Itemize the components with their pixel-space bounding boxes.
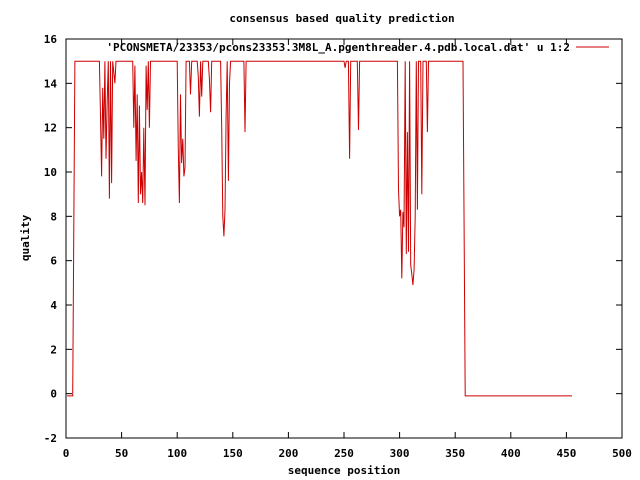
x-tick-label: 250 [334, 447, 354, 460]
y-tick-label: 10 [44, 166, 57, 179]
x-tick-label: 500 [612, 447, 632, 460]
y-tick-label: 4 [50, 299, 57, 312]
x-tick-label: 300 [390, 447, 410, 460]
x-tick-label: 100 [167, 447, 187, 460]
y-tick-label: 0 [50, 388, 57, 401]
x-axis: 0 50 100 150 200 250 300 350 400 450 500 [63, 39, 632, 460]
x-axis-label: sequence position [288, 464, 401, 477]
y-axis: -2 0 2 4 6 8 10 12 14 16 [44, 33, 622, 445]
y-tick-label: 12 [44, 122, 57, 135]
x-tick-label: 0 [63, 447, 70, 460]
x-tick-label: 200 [278, 447, 298, 460]
series-line [67, 60, 572, 397]
y-tick-label: 2 [50, 343, 57, 356]
legend-label: 'PCONSMETA/23353/pcons23353.3M8L_A.pgent… [106, 41, 570, 54]
y-tick-label: 14 [44, 77, 58, 90]
y-axis-label: quality [19, 214, 32, 261]
x-tick-label: 50 [115, 447, 128, 460]
x-tick-label: 350 [445, 447, 465, 460]
chart-title: consensus based quality prediction [229, 12, 454, 25]
x-tick-label: 400 [501, 447, 521, 460]
legend: 'PCONSMETA/23353/pcons23353.3M8L_A.pgent… [106, 41, 609, 54]
x-tick-label: 150 [223, 447, 243, 460]
y-tick-label: -2 [44, 432, 57, 445]
x-tick-label: 450 [556, 447, 576, 460]
y-tick-label: 8 [50, 210, 57, 223]
y-tick-label: 6 [50, 255, 57, 268]
y-tick-label: 16 [44, 33, 58, 46]
